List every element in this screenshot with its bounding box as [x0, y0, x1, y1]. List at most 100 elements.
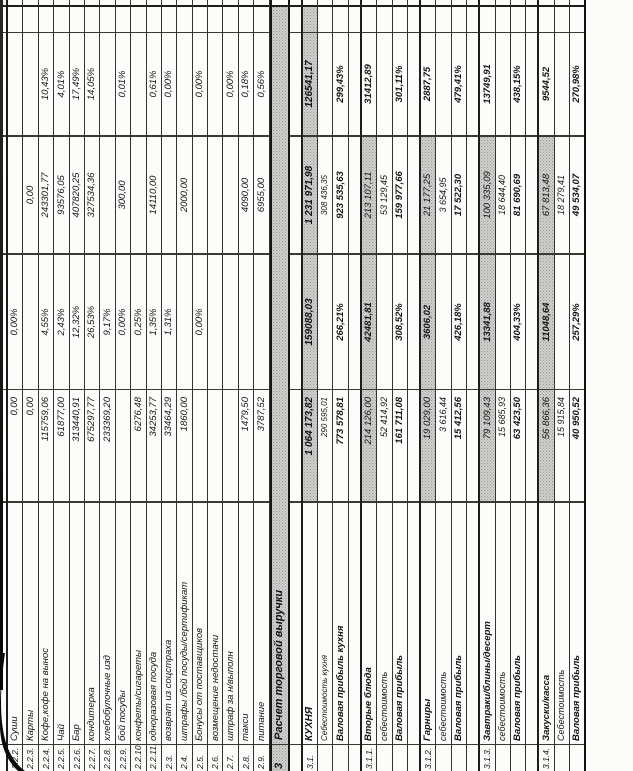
cell-d	[377, 255, 392, 390]
cell-name: штрафы /бой посуды/сертификат	[177, 503, 192, 745]
cell-g	[392, 5, 407, 33]
cell-code: 3.1.4.	[541, 747, 552, 769]
cell-d: 1,35%	[146, 255, 161, 390]
table-row: Себестоимость 15 915,84 18 279,41	[554, 0, 571, 771]
cell-c: 233369,20	[100, 390, 115, 503]
scan-edge-shadow	[0, 0, 3, 690]
cell-f: 13749,91	[480, 33, 495, 137]
cell-name	[289, 503, 301, 745]
table-row: 2.2.6. Бар 313440,91 12,32% 407820,25 17,49%	[69, 0, 85, 771]
cell-d	[495, 255, 510, 390]
cell-c: 40 950,52	[570, 390, 584, 503]
cell-c: 19 029,00	[420, 390, 436, 503]
cell-d: 26,53%	[84, 255, 100, 390]
cell-g	[467, 5, 479, 33]
cell-code	[393, 745, 407, 771]
cell-name	[407, 503, 419, 745]
cell-c	[223, 390, 238, 503]
cell-g	[289, 5, 301, 33]
cell-code: 2.2.4.	[40, 747, 51, 769]
cell-code: 2.3.	[163, 754, 174, 769]
cell-e: 3 654,95	[436, 137, 451, 255]
cell-code: 3.1.1.	[363, 747, 374, 769]
cell-c: 6276,48	[131, 390, 146, 503]
table-row: Валовая прибыль кухня 773 578,81 266,21% 92…	[333, 0, 349, 771]
table-row: Валовая прибыль 161 711,08 308,52% 159 977,…	[392, 0, 408, 771]
table-row: 2.5. Бонусы от поставщиков 0,00% 0,00%	[192, 0, 209, 771]
cell-name: Бар	[69, 503, 84, 745]
cell-name	[526, 503, 538, 745]
cell-name: Валовая прибыль	[451, 503, 467, 745]
cell-f	[177, 33, 192, 137]
cell-e	[526, 137, 538, 255]
cell-f	[318, 33, 333, 137]
cell-f	[436, 33, 451, 137]
cell-d: 42481,81	[361, 255, 377, 390]
cell-f: 14,05%	[84, 33, 100, 137]
cell-code: 3.1.	[304, 754, 315, 769]
cell-e	[192, 137, 208, 255]
cell-f	[495, 33, 510, 137]
cell-c: 15 915,84	[554, 390, 570, 503]
table-row: 3.1.4. Закуски/касса 56 866,36 11048,64 67 8…	[539, 0, 555, 771]
table-row: 3 Расчет торговой выручки	[269, 0, 290, 771]
cell-g	[161, 5, 177, 33]
cell-e: 17 522,30	[451, 137, 467, 255]
cell-name: Вторые блюда	[361, 503, 377, 745]
cell-d: 2,43%	[54, 255, 69, 390]
separator-row	[407, 0, 421, 771]
cell-name: бой посуды	[115, 503, 131, 745]
cell-name: Гарниры	[420, 503, 436, 745]
cell-code: 3.1.2.	[422, 747, 433, 769]
cell-code: 2.7.	[225, 754, 236, 769]
table-row: 2.7. штраф за н/выполн 0,00%	[223, 0, 239, 771]
cell-c: 34253,77	[146, 390, 161, 503]
cell-c: 0,00	[8, 390, 23, 503]
cell-d: 11048,64	[539, 255, 554, 390]
separator-row	[348, 0, 362, 771]
cell-d: 266,21%	[333, 255, 348, 390]
cell-c: 63 423,50	[510, 390, 526, 503]
cell-g	[361, 5, 377, 33]
cell-c: 1 064 173,82	[302, 390, 318, 503]
cell-d	[526, 255, 538, 390]
cell-f: 0,56%	[254, 33, 269, 137]
cell-f: 270,98%	[570, 33, 584, 137]
cell-g	[407, 5, 419, 33]
table-row: 2.2.9. бой посуды 0,00% 300,00 0,01%	[115, 0, 132, 771]
cell-d	[348, 255, 360, 390]
table-row: 2.2.8. хлебобулочные изд 233369,20 9,17%	[100, 0, 116, 771]
cell-c	[289, 390, 301, 503]
cell-f: 10,43%	[38, 33, 54, 137]
cell-d	[554, 255, 570, 390]
cell-f	[289, 33, 301, 137]
cell-e: 18 279,41	[554, 137, 570, 255]
cell-d	[254, 255, 269, 390]
cell-g	[333, 5, 348, 33]
cell-e: 308 436,35	[318, 137, 333, 255]
cell-f: 0,00%	[192, 33, 208, 137]
separator-row	[526, 0, 540, 771]
cell-d: 308,52%	[392, 255, 407, 390]
cell-code	[526, 745, 537, 771]
cell-code: 2.8.	[240, 754, 251, 769]
cell-name: Кофе,кофе на вынос	[38, 503, 54, 745]
cell-code: 2.2.7.	[86, 747, 97, 769]
cell-name: штраф за н/выполн	[223, 503, 238, 745]
cell-code	[408, 745, 419, 771]
cell-g	[539, 5, 554, 33]
cell-e	[407, 137, 419, 255]
cell-e	[208, 137, 223, 255]
cell-code: 2.2.11.	[148, 745, 159, 769]
cell-c: 1860,00	[177, 390, 192, 503]
cell-c	[192, 390, 208, 503]
table-row: 2.4. штрафы /бой посуды/сертификат 1860,00…	[177, 0, 193, 771]
table-row: 2.6. возмещение недостачи	[208, 0, 224, 771]
cell-d: 0,00%	[115, 255, 131, 390]
cell-code	[436, 745, 450, 771]
cell-f: 299,43%	[333, 33, 348, 137]
cell-g	[510, 5, 526, 33]
cell-e: 213 107,11	[361, 137, 377, 255]
cell-code: 2.9.	[256, 754, 267, 769]
